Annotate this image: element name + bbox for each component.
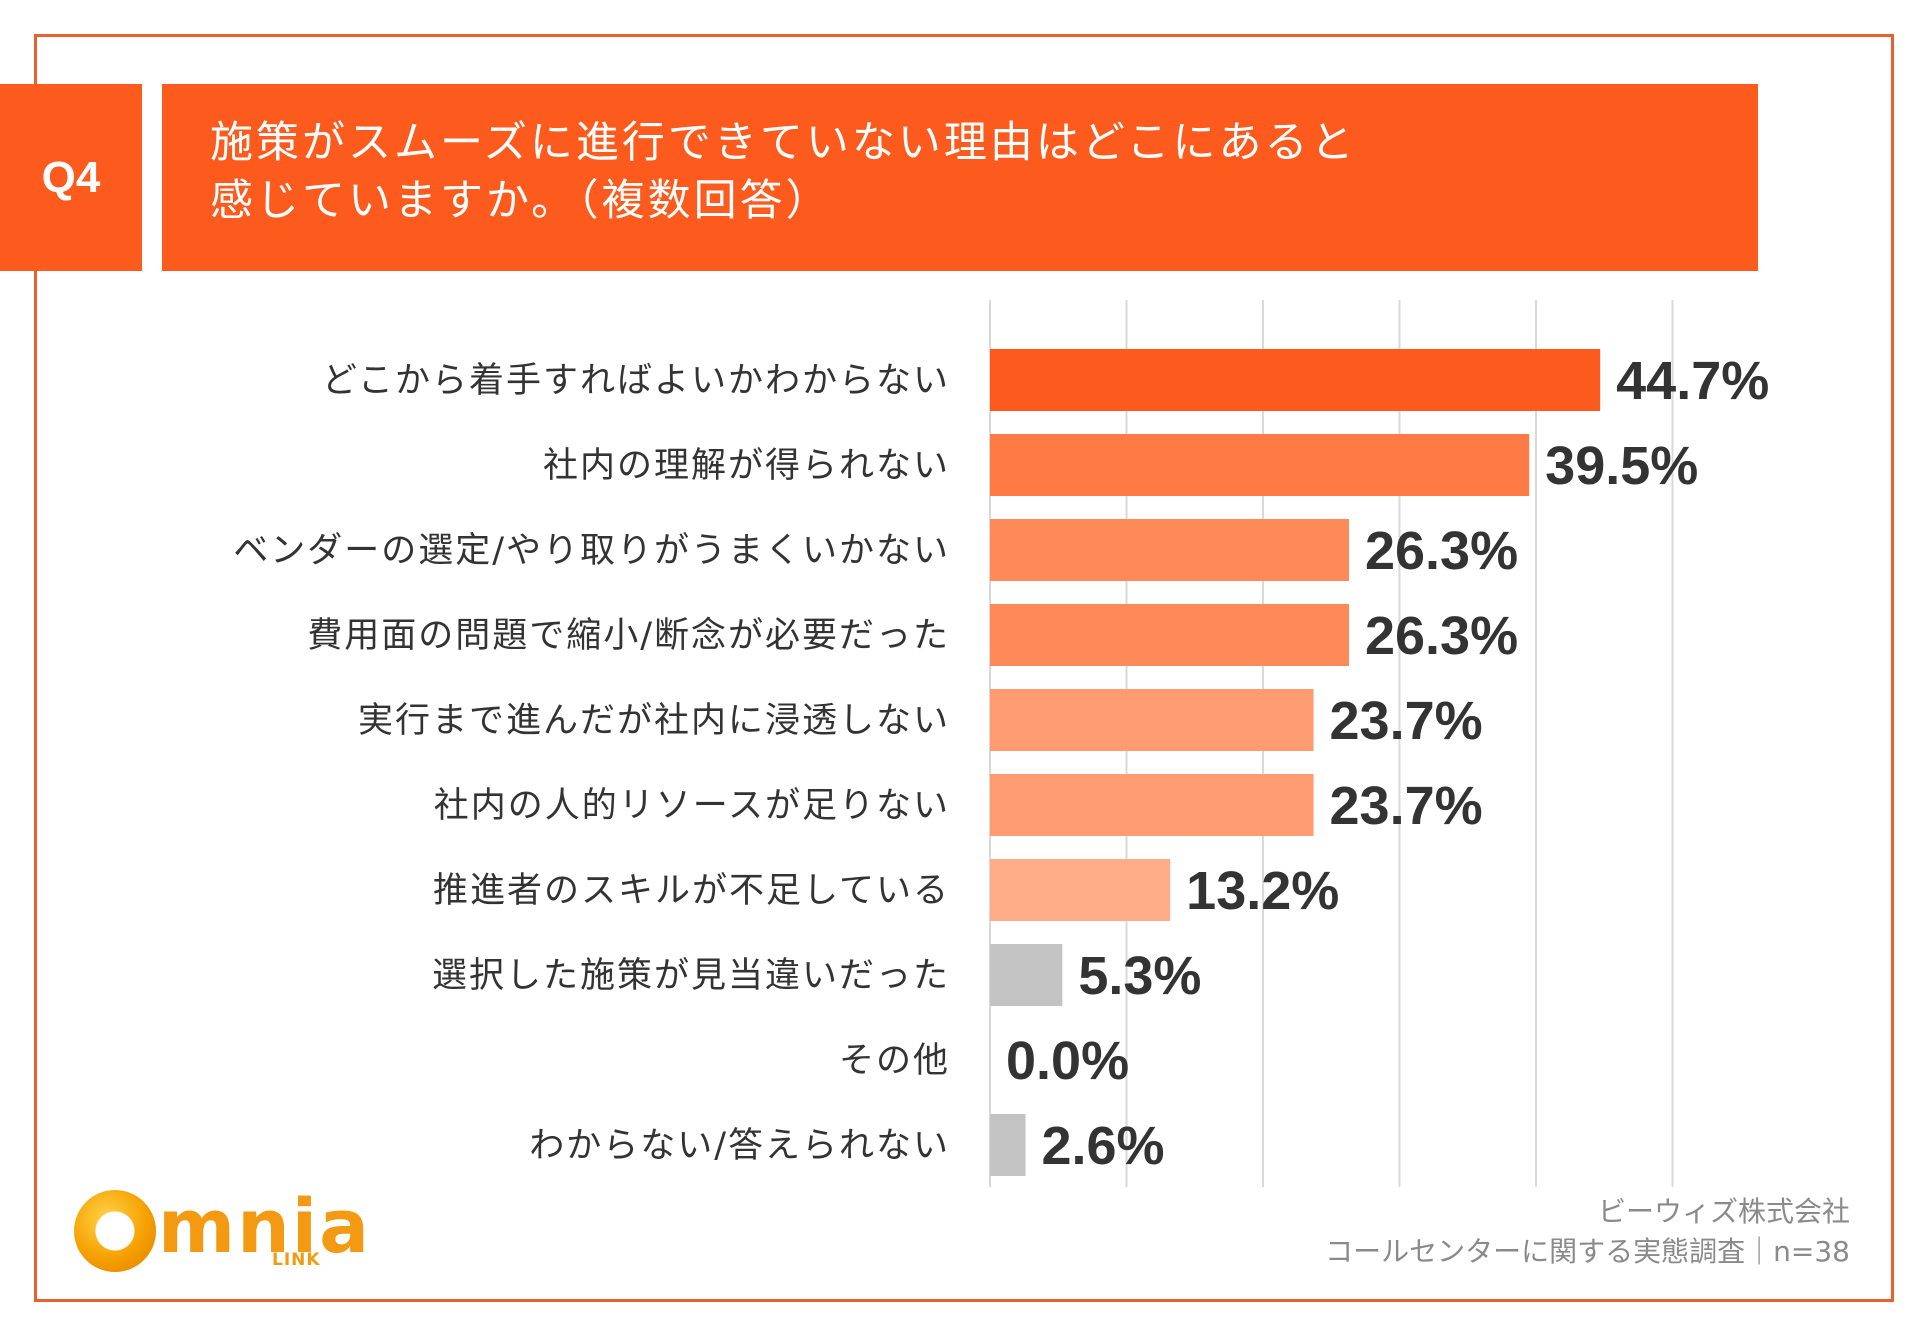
value-label: 26.3% — [1365, 606, 1518, 666]
category-label: 社内の人的リソースが足りない — [434, 786, 950, 826]
bar — [990, 1114, 1026, 1176]
value-label: 39.5% — [1545, 436, 1698, 496]
logo-sub: LINK — [272, 1250, 321, 1270]
value-label: 44.7% — [1616, 351, 1769, 411]
bar — [990, 349, 1601, 411]
value-label: 0.0% — [1006, 1031, 1129, 1091]
bar — [990, 519, 1349, 581]
logo-ring-icon — [74, 1190, 156, 1272]
value-label: 5.3% — [1078, 946, 1201, 1006]
category-label: 費用面の問題で縮小/断念が必要だった — [307, 616, 950, 656]
bar — [990, 774, 1314, 836]
outer-frame — [34, 34, 1894, 1302]
bar — [990, 434, 1530, 496]
omnia-logo: mnia LINK — [72, 1182, 369, 1272]
value-label: 26.3% — [1365, 521, 1518, 581]
bar — [990, 689, 1314, 751]
category-label: 推進者のスキルが不足している — [433, 871, 950, 911]
logo-wordmark: mnia — [158, 1184, 372, 1270]
source-note: ビーウィズ株式会社 コールセンターに関する実態調査｜n=38 — [1325, 1192, 1850, 1272]
category-label: その他 — [839, 1041, 950, 1081]
source-company: ビーウィズ株式会社 — [1597, 1195, 1850, 1228]
value-label: 23.7% — [1330, 776, 1483, 836]
category-label: どこから着手すればよいかわからない — [322, 361, 950, 401]
category-label: ベンダーの選定/やり取りがうまくいかない — [233, 531, 950, 571]
bar — [990, 604, 1349, 666]
category-label: 社内の理解が得られない — [543, 446, 950, 486]
bar — [990, 944, 1063, 1006]
value-label: 13.2% — [1186, 861, 1339, 921]
source-survey: コールセンターに関する実態調査｜n=38 — [1325, 1235, 1850, 1268]
question-title-line-1: 施策がスムーズに進行できていない理由はどこにあると — [210, 118, 1357, 168]
value-label: 2.6% — [1041, 1116, 1164, 1176]
category-label: 実行まで進んだが社内に浸透しない — [358, 701, 950, 741]
bar — [990, 859, 1171, 921]
question-title-line-2: 感じていますか。（複数回答） — [210, 176, 832, 226]
category-label: わからない/答えられない — [529, 1126, 950, 1166]
category-label: 選択した施策が見当違いだった — [432, 956, 950, 996]
question-badge: Q4 — [0, 84, 142, 271]
question-title: 施策がスムーズに進行できていない理由はどこにあると 感じていますか。（複数回答） — [162, 84, 1758, 271]
value-label: 23.7% — [1330, 691, 1483, 751]
